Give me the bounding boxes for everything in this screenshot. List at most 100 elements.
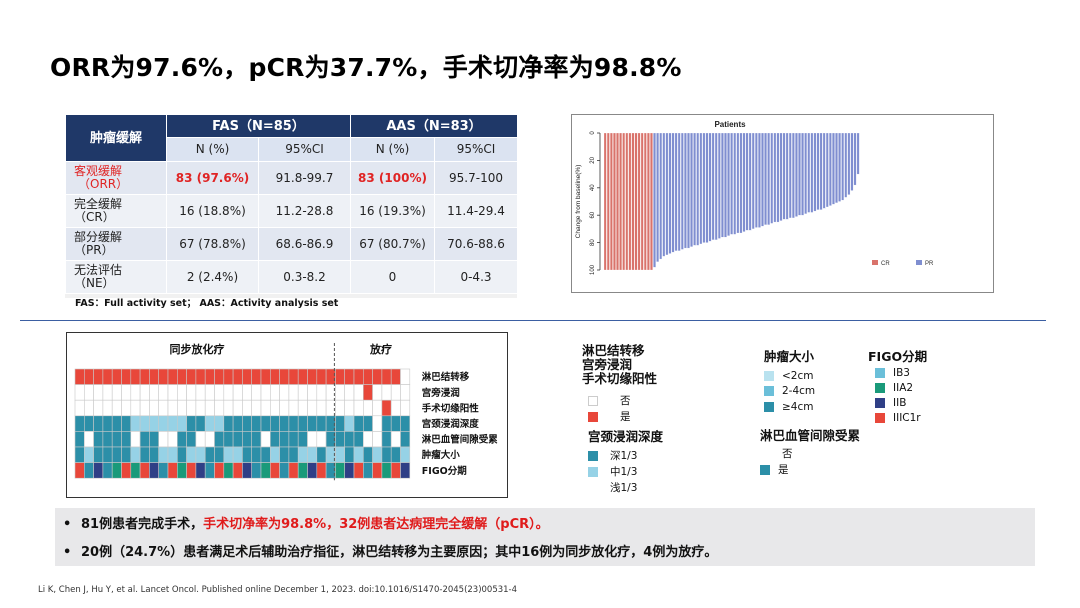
waterfall-bar: [628, 132, 632, 271]
waterfall-bar: [742, 132, 746, 232]
heatmap-cell: [307, 384, 318, 401]
waterfall-bar: [751, 132, 755, 230]
fas-group-header: FAS（N=85）: [166, 114, 351, 138]
heatmap-cell: [204, 384, 215, 401]
heatmap-cell: [260, 368, 271, 385]
heatmap-cell: [297, 368, 308, 385]
heatmap-cell: [344, 399, 355, 417]
heatmap-cell: [167, 431, 178, 448]
legend-item-iiic1r: IIIC1r: [875, 412, 921, 424]
legend-title-parametrium: 宫旁浸润: [582, 357, 633, 372]
heatmap-cell: [177, 462, 187, 479]
waterfall-bar: [705, 132, 709, 243]
heatmap-cell: [242, 462, 252, 479]
heatmap-cell: [111, 462, 122, 479]
legend-swatch: [588, 450, 598, 461]
heatmap-cell: [204, 415, 215, 432]
heatmap-group-label: 同步放化疗: [170, 342, 225, 356]
heatmap-cell: [167, 446, 178, 463]
heatmap-cell: [335, 368, 345, 385]
heatmap-cell: [251, 431, 262, 448]
heatmap-cell: [149, 462, 160, 479]
heatmap-cell: [325, 368, 336, 385]
heatmap-cell: [316, 399, 327, 417]
heatmap-cell: [242, 415, 252, 432]
heatmap-cell: [362, 399, 373, 417]
legend-item-mid: 中1/3: [588, 464, 637, 479]
heatmap-cell: [400, 446, 411, 463]
heatmap-cell: [316, 384, 327, 401]
waterfall-bar: [764, 132, 767, 225]
heatmap-cell: [288, 462, 299, 479]
heatmap-cell: [297, 446, 308, 463]
heatmap-cell: [251, 415, 262, 432]
legend-title-size: 肿瘤大小: [764, 349, 815, 364]
heatmap-cell: [111, 399, 122, 417]
heatmap-cell: [288, 431, 299, 448]
heatmap-cell: [353, 384, 364, 401]
heatmap-cell: [279, 462, 290, 479]
heatmap-cell: [372, 431, 383, 448]
waterfall-bar: [804, 132, 807, 214]
heatmap-cell: [242, 399, 252, 417]
table-cell: 95.7-100: [433, 161, 519, 195]
heatmap-cell: [204, 446, 215, 463]
heatmap-cell: [270, 431, 280, 448]
table-cell: 70.6-88.6: [433, 227, 519, 261]
heatmap-cell: [362, 446, 373, 463]
heatmap-cell: [260, 415, 271, 432]
heatmap-cell: [186, 399, 197, 417]
heatmap-cell: [390, 384, 401, 401]
legend-title-figo: FIGO分期: [868, 349, 928, 364]
heatmap-cell: [353, 368, 364, 385]
waterfall-chart-panel: Patients 0 20 40 60 80 100 Change from baseline…: [571, 114, 994, 293]
heatmap-cell: [139, 384, 150, 401]
heatmap-cell: [93, 415, 104, 432]
legend-item-shallow: 浅1/3: [588, 480, 637, 495]
heatmap-cell: [344, 431, 355, 448]
waterfall-bar: [761, 132, 764, 227]
legend-item-lt2: <2cm: [764, 370, 813, 382]
heatmap-cell: [130, 431, 141, 448]
table-cell: 0-4.3: [433, 260, 519, 294]
heatmap-cell: [325, 384, 336, 401]
heatmap-cell: [372, 415, 383, 432]
heatmap-cell: [93, 368, 104, 385]
heatmap-cell: [93, 446, 104, 463]
heatmap-cell: [130, 368, 141, 385]
heatmap-cell: [186, 462, 197, 479]
heatmap-cell: [381, 399, 392, 417]
legend-swatch: [588, 482, 598, 493]
waterfall-bar: [730, 132, 733, 235]
heatmap-cell: [93, 384, 104, 401]
legend-swatch: [588, 395, 598, 406]
waterfall-bar: [684, 132, 687, 249]
y-axis-label: Change from baseline(%): [575, 165, 582, 239]
heatmap-cell: [130, 462, 141, 479]
waterfall-bar: [853, 132, 857, 186]
heatmap-cell: [335, 462, 345, 479]
heatmap-cell: [149, 368, 160, 385]
waterfall-bar: [739, 132, 743, 234]
heatmap-cell: [74, 368, 85, 385]
heatmap-cell: [242, 431, 252, 448]
heatmap-cell: [223, 431, 234, 448]
waterfall-bar: [625, 132, 629, 271]
response-table-panel: 肿瘤缓解 FAS（N=85） AAS（N=83） N (%) 95%CI N (…: [65, 114, 519, 309]
waterfall-bar: [856, 132, 860, 175]
heatmap-cell: [335, 384, 345, 401]
waterfall-bar: [724, 132, 727, 238]
heatmap-cell: [390, 368, 401, 385]
heatmap-cell: [214, 462, 225, 479]
y-tick-label: 80: [590, 239, 596, 246]
legend-swatch: [588, 411, 598, 422]
heatmap-cell: [158, 415, 169, 432]
heatmap-cell: [195, 384, 206, 401]
waterfall-bar: [782, 132, 786, 220]
heatmap-cell: [214, 368, 225, 385]
heatmap-cell: [344, 446, 355, 463]
heatmap-cell: [381, 384, 392, 401]
heatmap-cell: [83, 399, 94, 417]
heatmap-cell: [186, 431, 197, 448]
heatmap-cell: [362, 415, 373, 432]
